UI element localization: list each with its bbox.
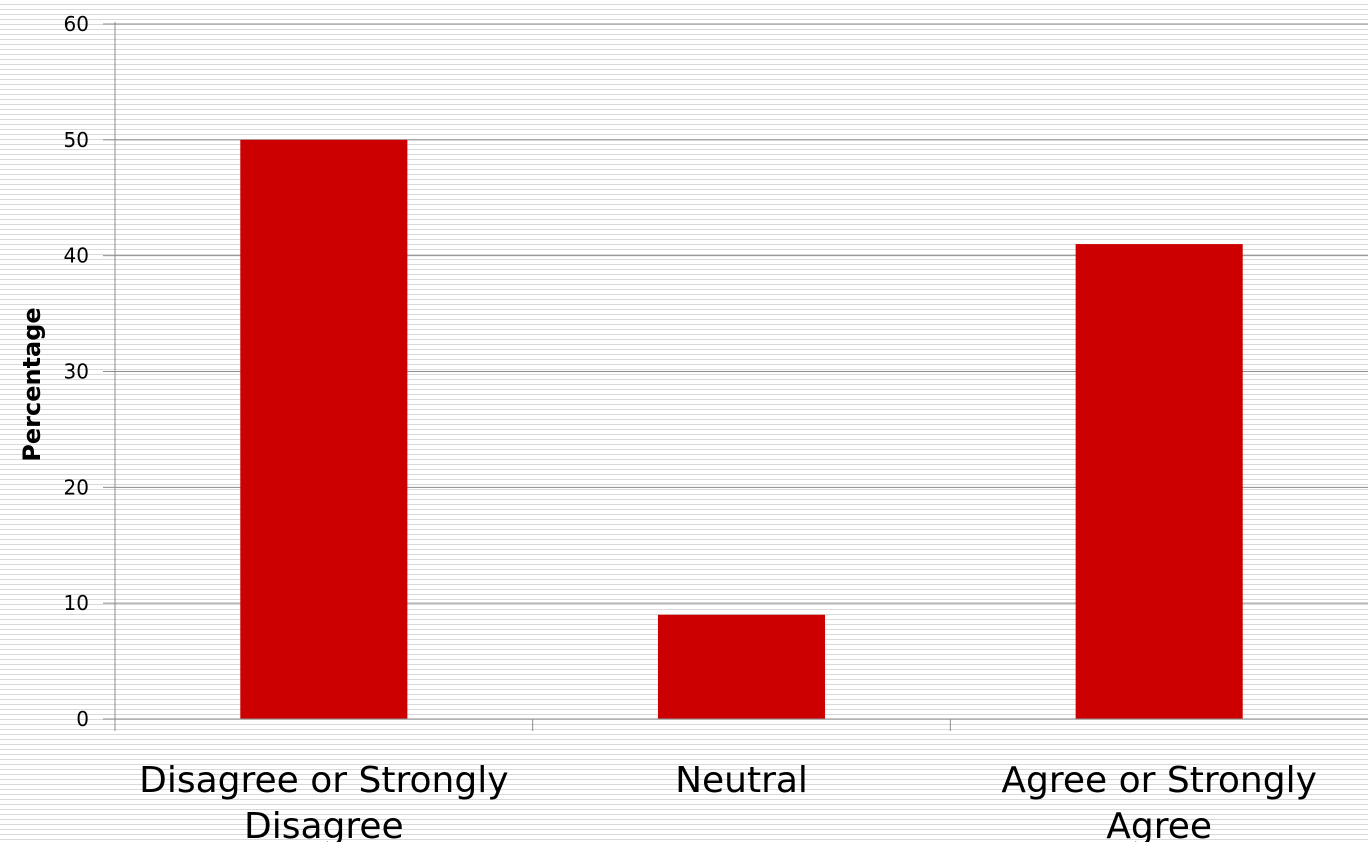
- y-tick-label: 50: [64, 128, 89, 152]
- category-label-line: Neutral: [675, 760, 808, 801]
- category-label: Disagree or Strongly Disagree: [139, 760, 508, 842]
- category-label-line: Disagree: [244, 806, 404, 842]
- y-tick-label: 0: [76, 707, 89, 731]
- y-tick-label: 10: [64, 591, 89, 615]
- category-label: Neutral: [675, 760, 808, 801]
- bar: [1075, 244, 1243, 720]
- category-labels: Disagree or Strongly Disagree Neutral Agree…: [139, 760, 1317, 842]
- x-tick-marks: [114, 719, 951, 731]
- y-axis-title: Percentage: [18, 307, 46, 461]
- y-tick-label: 30: [64, 360, 89, 384]
- category-label-line: Agree or Strongly: [1001, 760, 1316, 801]
- category-label-line: Agree: [1106, 806, 1212, 842]
- y-tick-labels: 0 10 20 30 40 50 60: [64, 12, 115, 731]
- bar: [240, 139, 408, 720]
- bar: [657, 614, 826, 719]
- y-tick-label: 20: [64, 475, 89, 499]
- bars: [240, 139, 1243, 720]
- category-label-line: Disagree or Strongly: [139, 760, 508, 801]
- category-label: Agree or Strongly Agree: [1001, 760, 1316, 842]
- y-tick-label: 60: [64, 12, 89, 36]
- y-tick-label: 40: [64, 244, 89, 268]
